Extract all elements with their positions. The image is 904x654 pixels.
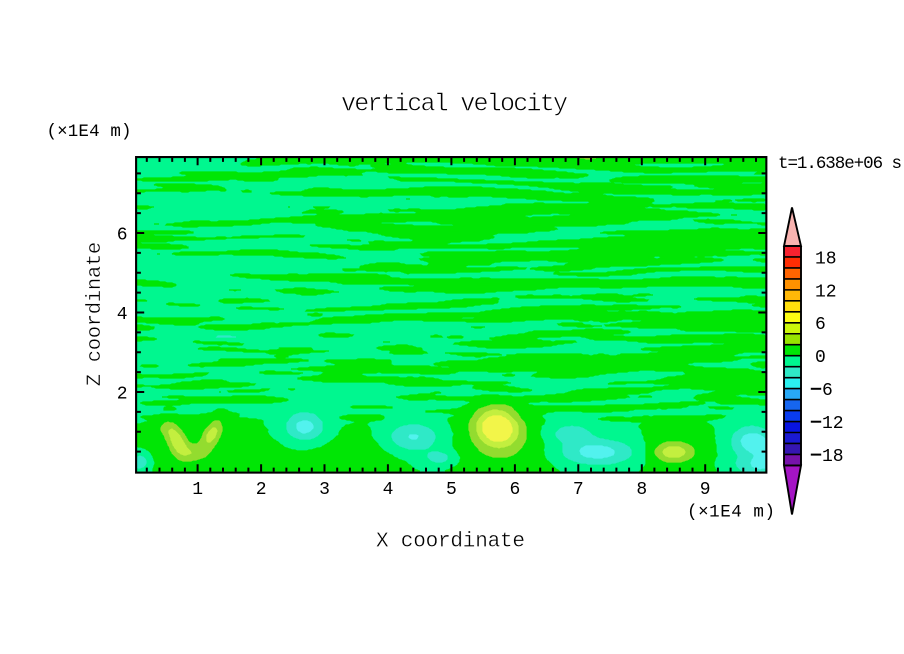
- svg-text:12: 12: [815, 282, 837, 302]
- svg-text:8: 8: [636, 480, 647, 500]
- svg-text:6: 6: [509, 480, 520, 500]
- svg-text:6: 6: [815, 315, 826, 335]
- svg-text:5: 5: [446, 480, 457, 500]
- svg-text:2: 2: [117, 384, 128, 404]
- svg-text:6: 6: [822, 381, 833, 401]
- svg-text:7: 7: [573, 480, 584, 500]
- svg-text:Z coordinate: Z coordinate: [84, 242, 107, 387]
- svg-text:(×1E4 m): (×1E4 m): [47, 122, 132, 142]
- svg-text:0: 0: [815, 348, 826, 368]
- svg-text:18: 18: [822, 447, 844, 467]
- svg-text:9: 9: [700, 480, 711, 500]
- svg-text:X coordinate: X coordinate: [376, 531, 525, 554]
- svg-text:1: 1: [192, 480, 203, 500]
- svg-text:(×1E4 m): (×1E4 m): [687, 503, 775, 523]
- svg-text:6: 6: [117, 225, 128, 245]
- svg-text:vertical velocity: vertical velocity: [341, 90, 568, 119]
- svg-text:t=1.638e+06 s: t=1.638e+06 s: [778, 154, 902, 174]
- svg-text:4: 4: [383, 480, 394, 500]
- svg-text:18: 18: [815, 249, 837, 269]
- svg-text:3: 3: [319, 480, 330, 500]
- svg-text:4: 4: [117, 305, 128, 325]
- svg-text:12: 12: [822, 414, 844, 434]
- svg-text:2: 2: [256, 480, 267, 500]
